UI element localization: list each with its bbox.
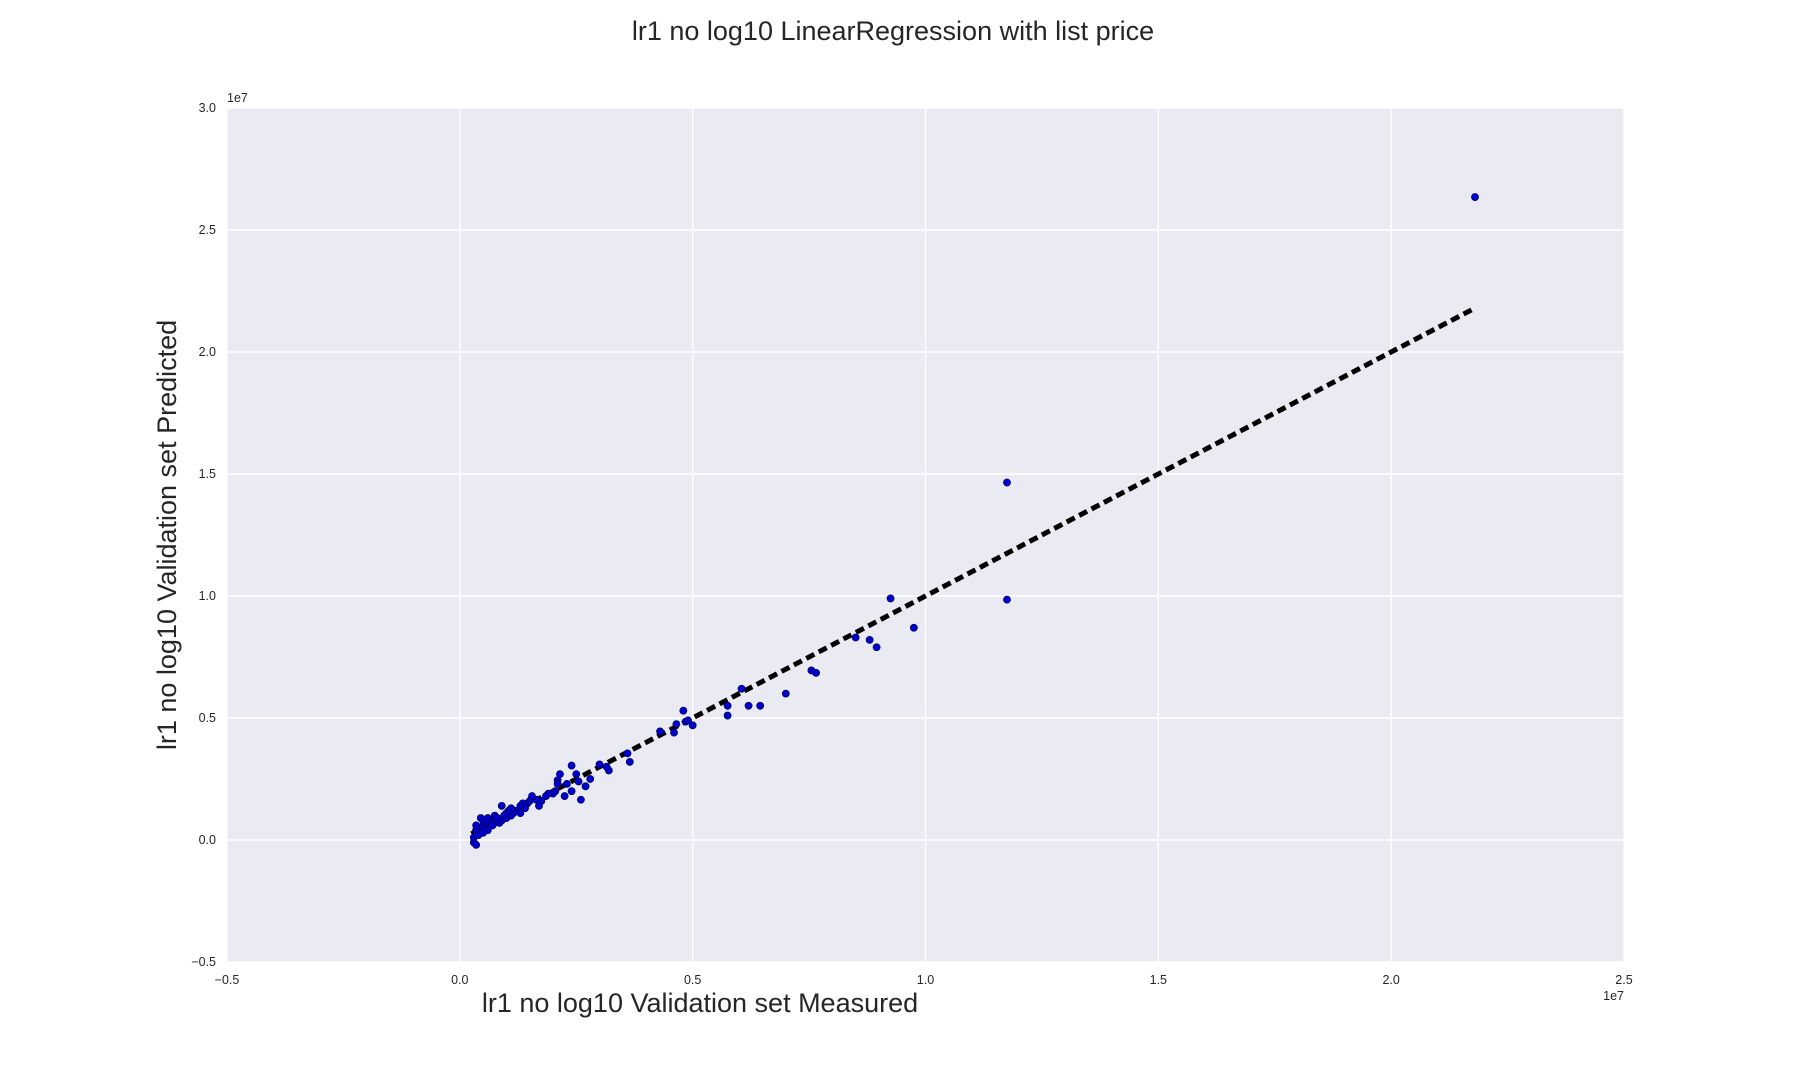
x-gridlines — [226, 108, 1625, 962]
x-offset-label: 1e7 — [1603, 989, 1624, 1003]
y-tick-label: 1.0 — [199, 589, 216, 603]
data-point — [595, 760, 604, 769]
y-tick-labels: −0.5 0.0 0.5 1.0 1.5 2.0 2.5 3.0 — [191, 101, 216, 969]
y-tick-label: 0.0 — [199, 833, 216, 847]
data-point — [483, 826, 492, 835]
data-point — [623, 749, 632, 758]
data-point — [602, 762, 611, 771]
data-point — [567, 787, 576, 796]
y-offset-label: 1e7 — [227, 91, 248, 105]
data-point — [567, 761, 576, 770]
y-tick-label: 2.0 — [199, 345, 216, 359]
y-tick-label: 1.5 — [199, 467, 216, 481]
data-point — [497, 801, 506, 810]
scatter-points — [469, 193, 1479, 849]
x-tick-label: 0.0 — [451, 973, 468, 987]
x-axis-label: lr1 no log10 Validation set Measured — [482, 988, 918, 1018]
data-point — [1003, 478, 1011, 487]
y-tick-label: 0.5 — [199, 711, 216, 725]
y-axis-label: lr1 no log10 Validation set Predicted — [152, 320, 182, 750]
data-point — [872, 643, 881, 652]
x-tick-label: 2.5 — [1615, 973, 1632, 987]
data-point — [577, 795, 585, 804]
fit-line-segment — [470, 305, 1477, 837]
data-point — [756, 701, 765, 710]
data-point — [670, 728, 678, 737]
y-tick-label: 3.0 — [199, 101, 216, 115]
data-point — [737, 684, 746, 693]
data-point — [625, 758, 634, 766]
data-point — [1003, 595, 1011, 604]
x-tick-labels: −0.5 0.0 0.5 1.0 1.5 2.0 2.5 — [215, 973, 1633, 987]
data-point — [493, 814, 501, 822]
x-tick-label: 1.5 — [1150, 973, 1167, 987]
data-point — [560, 792, 569, 800]
chart-title: lr1 no log10 LinearRegression with list … — [632, 16, 1154, 46]
data-point — [672, 720, 681, 728]
y-tick-label: 2.5 — [199, 223, 216, 237]
data-point — [865, 636, 874, 644]
data-point — [781, 689, 790, 698]
data-point — [516, 809, 525, 818]
data-point — [656, 727, 664, 736]
data-point — [679, 706, 688, 715]
data-point — [553, 779, 562, 788]
data-point — [684, 716, 692, 725]
data-point — [812, 668, 820, 677]
data-point — [723, 711, 732, 720]
data-point — [476, 814, 485, 822]
data-point — [886, 594, 895, 603]
data-point — [563, 779, 571, 788]
data-point — [744, 701, 753, 710]
data-point — [507, 804, 515, 813]
x-tick-label: 0.5 — [684, 973, 701, 987]
data-point — [688, 721, 697, 730]
y-tick-label: −0.5 — [191, 955, 216, 969]
data-point — [586, 775, 595, 783]
data-point — [472, 821, 481, 830]
data-point — [1471, 193, 1479, 201]
data-point — [572, 770, 581, 779]
data-point — [472, 840, 481, 849]
data-point — [488, 821, 497, 830]
data-point — [581, 782, 590, 791]
data-point — [909, 623, 918, 632]
data-point — [851, 633, 860, 642]
x-tick-label: 2.0 — [1382, 973, 1399, 987]
data-point — [574, 777, 583, 786]
fit-line — [470, 305, 1477, 837]
data-point — [723, 701, 732, 710]
x-tick-label: −0.5 — [215, 973, 240, 987]
data-point — [542, 792, 550, 800]
x-tick-label: 1.0 — [917, 973, 934, 987]
